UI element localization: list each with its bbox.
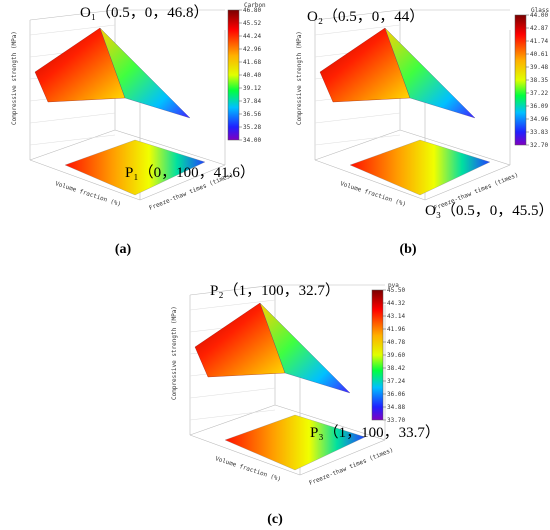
axis-edge: [189, 404, 276, 436]
annotation: P₃（1，100，33.7）: [310, 424, 440, 441]
colorbar-tick-label: 37.24: [387, 378, 405, 385]
axis-edge: [29, 129, 116, 161]
axis-edge: [274, 404, 386, 441]
colorbar-title: Glass: [531, 7, 549, 14]
colorbar-tick-label: 41.96: [387, 326, 405, 333]
colorbar-tick-label: 34.96: [530, 116, 548, 123]
colorbar-tick-label: 43.14: [387, 313, 405, 320]
colorbar-tick-label: 44.00: [530, 12, 548, 19]
colorbar-tick-label: 35.28: [243, 124, 261, 131]
grid-edge: [29, 112, 116, 124]
colorbar-tick-label: 33.83: [530, 129, 548, 136]
colorbar-tick-label: 36.06: [387, 391, 405, 398]
panel: Compressive strength (MPa)Volume fractio…: [171, 282, 440, 527]
panel-label: (a): [115, 242, 132, 257]
grid-edge: [189, 409, 276, 421]
colorbar-tick-label: 42.87: [530, 25, 548, 32]
colorbar-tick-label: 40.40: [243, 72, 261, 79]
grid-edge: [189, 299, 276, 311]
colorbar-tick-label: 33.70: [387, 417, 405, 424]
colorbar-tick-label: 41.68: [243, 59, 261, 66]
axis-edge: [114, 129, 226, 166]
axis-edge: [314, 9, 401, 21]
colorbar-tick-label: 41.74: [530, 38, 548, 45]
colorbar-tick-label: 39.60: [387, 352, 405, 359]
surface-cool: [384, 27, 476, 119]
colorbar-tick-label: 46.80: [243, 7, 261, 14]
grid-edge: [314, 24, 401, 36]
panel-label: (c): [267, 512, 283, 527]
panel: Compressive strength (MPa)Volume fractio…: [296, 7, 550, 257]
colorbar-tick-label: 39.48: [530, 64, 548, 71]
colorbar-tick-label: 45.50: [387, 287, 405, 294]
colorbar-tick-label: 36.09: [530, 103, 548, 110]
annotation: O₁（0.5，0，46.8）: [80, 4, 209, 21]
colorbar-tick-label: 37.22: [530, 90, 548, 97]
axis-edge: [189, 434, 301, 476]
axis-edge: [139, 164, 226, 201]
colorbar-tick-label: 44.32: [387, 300, 405, 307]
surface-cool: [99, 27, 191, 119]
axis-edge: [424, 164, 511, 201]
colorbar-title: pva: [388, 282, 399, 289]
axis-edge: [299, 439, 386, 476]
surface-warm: [319, 27, 411, 103]
grid-edge: [189, 387, 276, 399]
axis-edge: [399, 129, 511, 166]
annotation: O₂（0.5，0，44）: [307, 8, 424, 25]
surface-warm: [194, 302, 286, 378]
floor-surface: [224, 414, 366, 471]
colorbar-tick-label: 38.35: [530, 77, 548, 84]
annotation: O₃（0.5，0，45.5）: [425, 202, 550, 219]
colorbar-tick-label: 39.12: [243, 85, 261, 92]
annotation: P₁（0，100，41.6）: [125, 164, 255, 181]
colorbar: [227, 9, 240, 141]
colorbar-tick-label: 34.88: [387, 404, 405, 411]
floor-surface: [64, 139, 206, 196]
grid-edge: [29, 134, 116, 146]
colorbar-tick-label: 40.78: [387, 339, 405, 346]
colorbar-tick-label: 32.70: [530, 142, 548, 149]
colorbar-tick-label: 40.61: [530, 51, 548, 58]
floor-surface: [349, 139, 491, 196]
colorbar-tick-label: 37.84: [243, 98, 261, 105]
surface-warm: [34, 27, 126, 103]
axis-edge: [314, 129, 401, 161]
colorbar-tick-label: 44.24: [243, 33, 261, 40]
colorbar-title: Carbon: [244, 2, 266, 9]
axis-edge: [189, 284, 276, 296]
annotation: P₂（1，100，32.7）: [210, 282, 340, 299]
grid-edge: [314, 134, 401, 146]
axis-edge: [29, 9, 116, 21]
surface-cool: [259, 302, 351, 394]
colorbar-tick-label: 38.42: [387, 365, 405, 372]
z-axis-label: Compressive strength (MPa): [171, 306, 178, 400]
colorbar-tick-label: 45.52: [243, 20, 261, 27]
z-axis-label: Compressive strength (MPa): [11, 31, 18, 125]
panel-label: (b): [399, 242, 416, 257]
axis-edge: [314, 159, 426, 201]
z-axis-label: Compressive strength (MPa): [296, 31, 303, 125]
colorbar-tick-label: 36.56: [243, 111, 261, 118]
axis-edge: [29, 159, 141, 201]
colorbar: [371, 289, 384, 421]
grid-edge: [29, 24, 116, 36]
colorbar-tick-label: 34.00: [243, 137, 261, 144]
panel: Compressive strength (MPa)Volume fractio…: [11, 2, 266, 257]
colorbar-tick-label: 42.96: [243, 46, 261, 53]
colorbar: [514, 14, 527, 146]
grid-edge: [314, 112, 401, 124]
